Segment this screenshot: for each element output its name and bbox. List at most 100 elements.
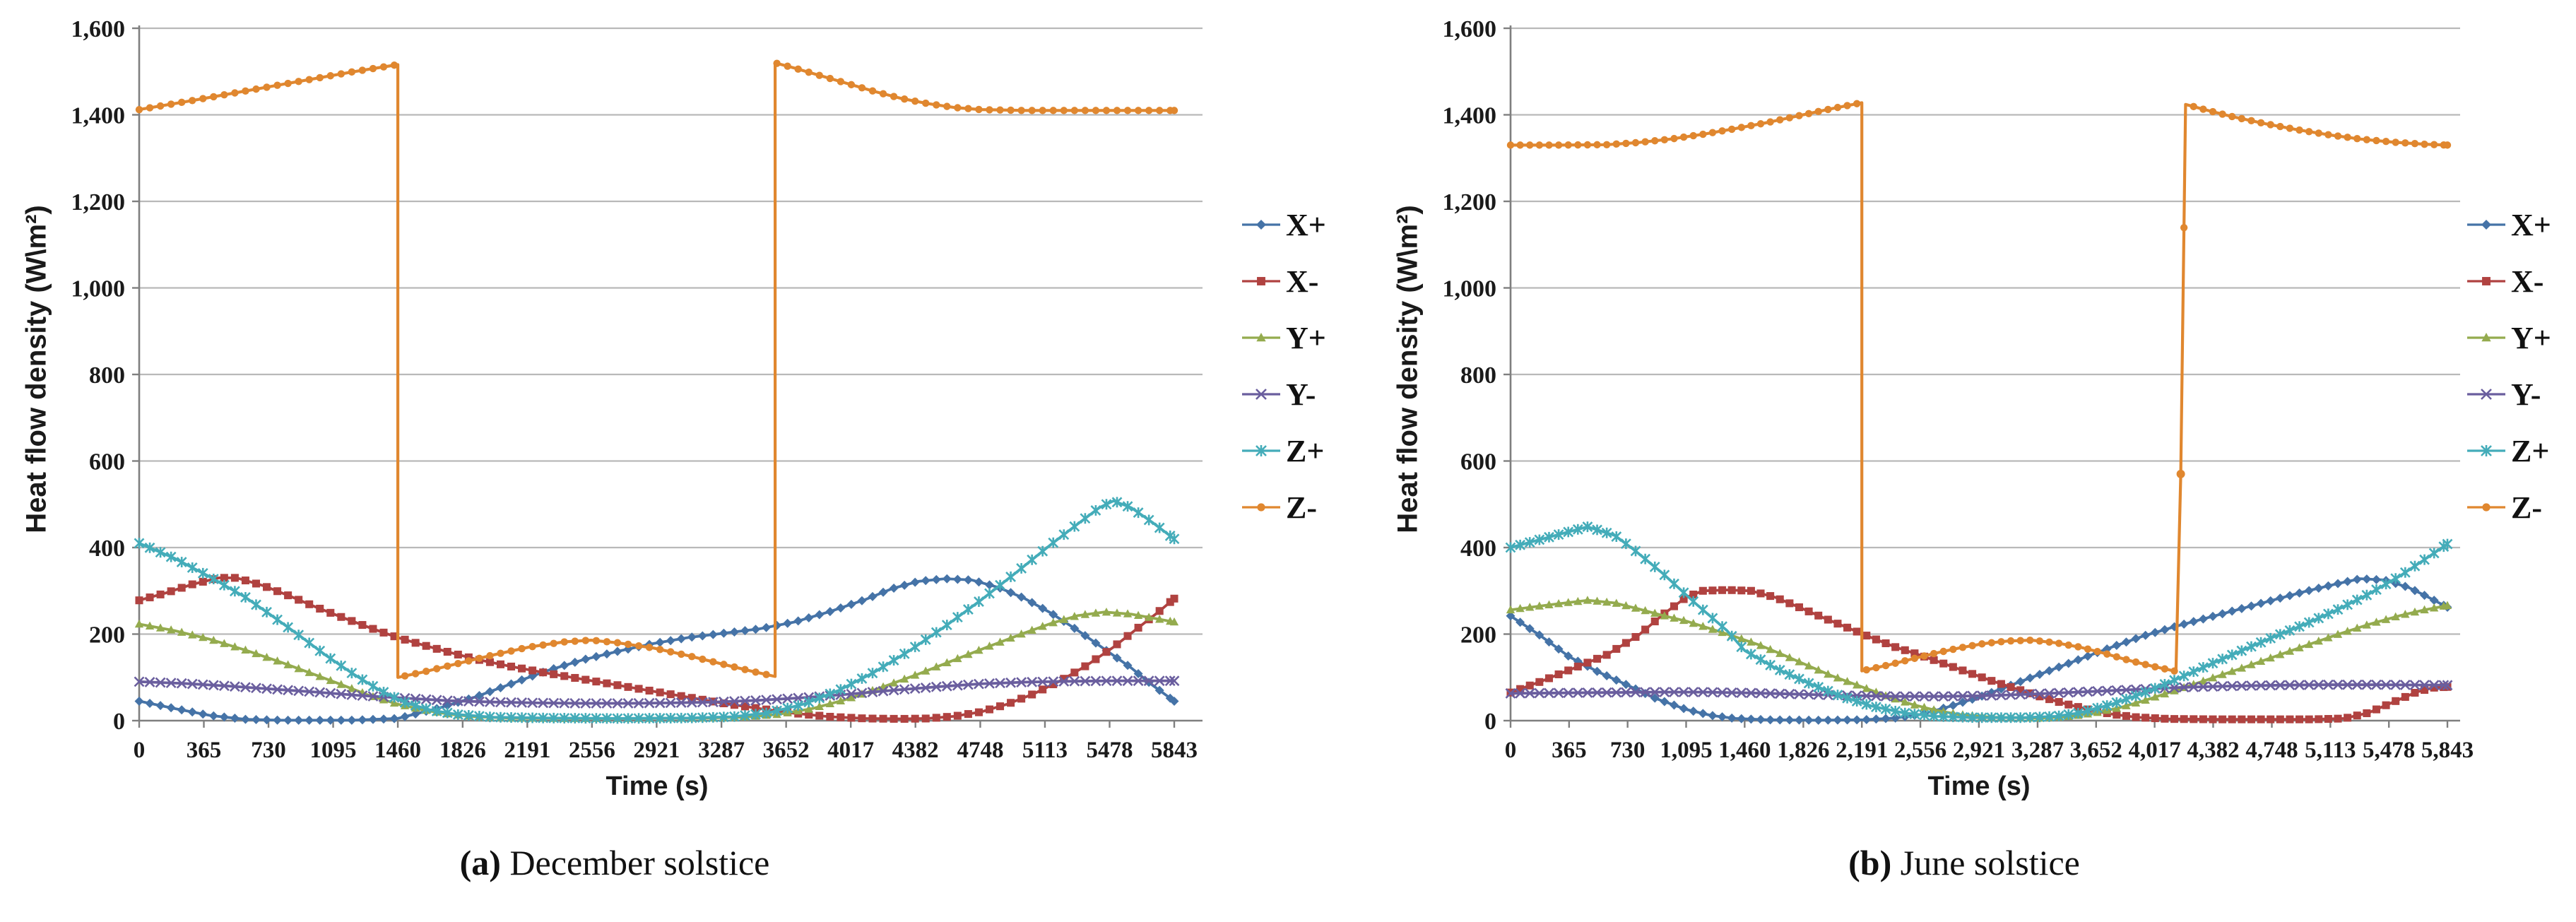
svg-text:1,600: 1,600 — [1443, 16, 1497, 42]
svg-text:5,843: 5,843 — [2421, 738, 2474, 763]
legend-marker-y-minusplus-icon — [2467, 333, 2505, 342]
markers-z-minusplus — [1505, 521, 2453, 723]
svg-text:3,287: 3,287 — [2011, 738, 2064, 763]
x-tick-labels: 0 365 730 1,095 1,460 1,826 2,191 2,556 2,921 3,2… — [1505, 738, 2474, 763]
legend-item-z-minusplus: Z+ — [2466, 432, 2549, 469]
svg-text:5113: 5113 — [1022, 738, 1068, 763]
svg-text:730: 730 — [1610, 738, 1646, 763]
legend-marker-x-minus-icon — [2467, 277, 2505, 285]
markers-x-minusplus — [1506, 574, 2452, 725]
x-axis-title-b: Time (s) — [1927, 772, 2031, 801]
series-y-minus — [134, 675, 1180, 709]
series-z-minusplus — [134, 497, 1180, 724]
svg-text:1,000: 1,000 — [71, 276, 126, 302]
svg-text:2,921: 2,921 — [1953, 738, 2005, 763]
svg-text:5,478: 5,478 — [2363, 738, 2415, 763]
svg-text:365: 365 — [1552, 738, 1587, 763]
svg-text:2921: 2921 — [633, 738, 680, 763]
svg-text:4748: 4748 — [957, 738, 1003, 763]
svg-text:1,000: 1,000 — [1443, 276, 1497, 302]
svg-text:1,400: 1,400 — [71, 103, 126, 129]
legend-item-x-minusplus: X+ — [1241, 206, 1326, 243]
legend-item-y-minus: Y- — [2466, 376, 2541, 413]
legend-marker-x-minusplus-icon — [1242, 220, 1280, 230]
legend-item-y-minus: Y- — [1241, 376, 1316, 413]
svg-text:5478: 5478 — [1086, 738, 1133, 763]
x-tick-labels: 0 365 730 1095 1460 1826 2191 2556 2921 3287 3652 4… — [134, 738, 1198, 763]
legend-label-z-minusplus: Z+ — [2511, 433, 2550, 468]
gridlines — [139, 27, 1203, 635]
svg-text:0: 0 — [1484, 709, 1496, 735]
svg-text:4,748: 4,748 — [2245, 738, 2298, 763]
legend-marker-x-minusplus-icon — [2467, 220, 2505, 230]
caption-b-prefix: (b) — [1848, 843, 1892, 882]
legend-label-z-minusplus: Z+ — [1286, 433, 1325, 468]
markers-z-minusplus — [134, 497, 1180, 724]
svg-text:4,017: 4,017 — [2128, 738, 2180, 763]
legend-marker-y-minusplus-icon — [1242, 333, 1280, 342]
series-y-minus — [1505, 679, 2453, 702]
svg-text:5843: 5843 — [1151, 738, 1198, 763]
svg-text:730: 730 — [251, 738, 286, 763]
svg-text:1,460: 1,460 — [1718, 738, 1771, 763]
svg-text:2556: 2556 — [569, 738, 615, 763]
svg-text:200: 200 — [89, 622, 125, 649]
svg-text:1,200: 1,200 — [71, 189, 126, 215]
svg-text:3652: 3652 — [763, 738, 810, 763]
caption-b-text: June solstice — [1891, 843, 2080, 882]
legend-label-y-minusplus: Y+ — [2511, 320, 2551, 355]
legend-marker-z-minus-icon — [2467, 503, 2505, 512]
legend-label-x-minus: X- — [1286, 264, 1319, 299]
legend-label-y-minus: Y- — [1286, 377, 1316, 412]
legend-item-x-minus: X- — [1241, 263, 1318, 300]
legend-label-x-minusplus: X+ — [2511, 207, 2551, 242]
svg-text:600: 600 — [1460, 449, 1496, 475]
legend-marker-x-minus-icon — [1242, 277, 1280, 285]
svg-text:2,556: 2,556 — [1894, 738, 1946, 763]
plot-svg-a: 0 200 400 600 800 1,000 1,200 1,400 1,600 0 365 730… — [71, 16, 1203, 763]
legend-marker-z-minus-icon — [1242, 503, 1280, 512]
y-axis-title-b: Heat flow density (W\m²) — [1392, 205, 1424, 533]
caption-a-text: December solstice — [500, 843, 770, 882]
svg-text:1,400: 1,400 — [1443, 103, 1497, 129]
svg-text:4382: 4382 — [892, 738, 939, 763]
legend-marker-z-minusplus-icon — [1242, 444, 1280, 457]
svg-text:2191: 2191 — [504, 738, 550, 763]
svg-text:3,652: 3,652 — [2070, 738, 2122, 763]
markers-z-minus — [1506, 100, 2452, 675]
legend-label-x-minus: X- — [2511, 264, 2544, 299]
series-x-minus — [1506, 586, 2452, 723]
x-axis-title-a: Time (s) — [605, 772, 709, 801]
legend-item-z-minus: Z- — [1241, 489, 1317, 526]
svg-text:4,382: 4,382 — [2187, 738, 2239, 763]
markers-z-minus — [135, 59, 1178, 680]
series-z-minus — [1506, 100, 2452, 675]
markers-y-minusplus — [1506, 596, 2452, 722]
caption-a-prefix: (a) — [459, 843, 501, 882]
svg-text:0: 0 — [1505, 738, 1517, 763]
legend-label-x-minusplus: X+ — [1286, 207, 1326, 242]
markers-y-minus — [1505, 679, 2453, 702]
svg-text:800: 800 — [89, 362, 125, 389]
svg-text:1,826: 1,826 — [1777, 738, 1829, 763]
svg-text:400: 400 — [1460, 536, 1496, 562]
y-axis — [1503, 25, 1512, 722]
legend-item-z-minusplus: Z+ — [1241, 432, 1324, 469]
legend-marker-y-minus-icon — [2467, 389, 2505, 400]
svg-text:200: 200 — [1460, 622, 1496, 649]
svg-text:1826: 1826 — [439, 738, 486, 763]
svg-text:1095: 1095 — [310, 738, 357, 763]
y-axis — [132, 25, 141, 722]
chart-december-solstice: 0 200 400 600 800 1,000 1,200 1,400 1,600 0 365 730… — [21, 16, 1326, 882]
svg-text:2,191: 2,191 — [1836, 738, 1888, 763]
svg-text:1460: 1460 — [374, 738, 421, 763]
svg-text:1,095: 1,095 — [1660, 738, 1712, 763]
caption-b: (b) June solstice — [1576, 842, 2353, 883]
svg-text:0: 0 — [134, 738, 146, 763]
svg-text:1,600: 1,600 — [71, 16, 126, 42]
legend-label-y-minusplus: Y+ — [1286, 320, 1326, 355]
